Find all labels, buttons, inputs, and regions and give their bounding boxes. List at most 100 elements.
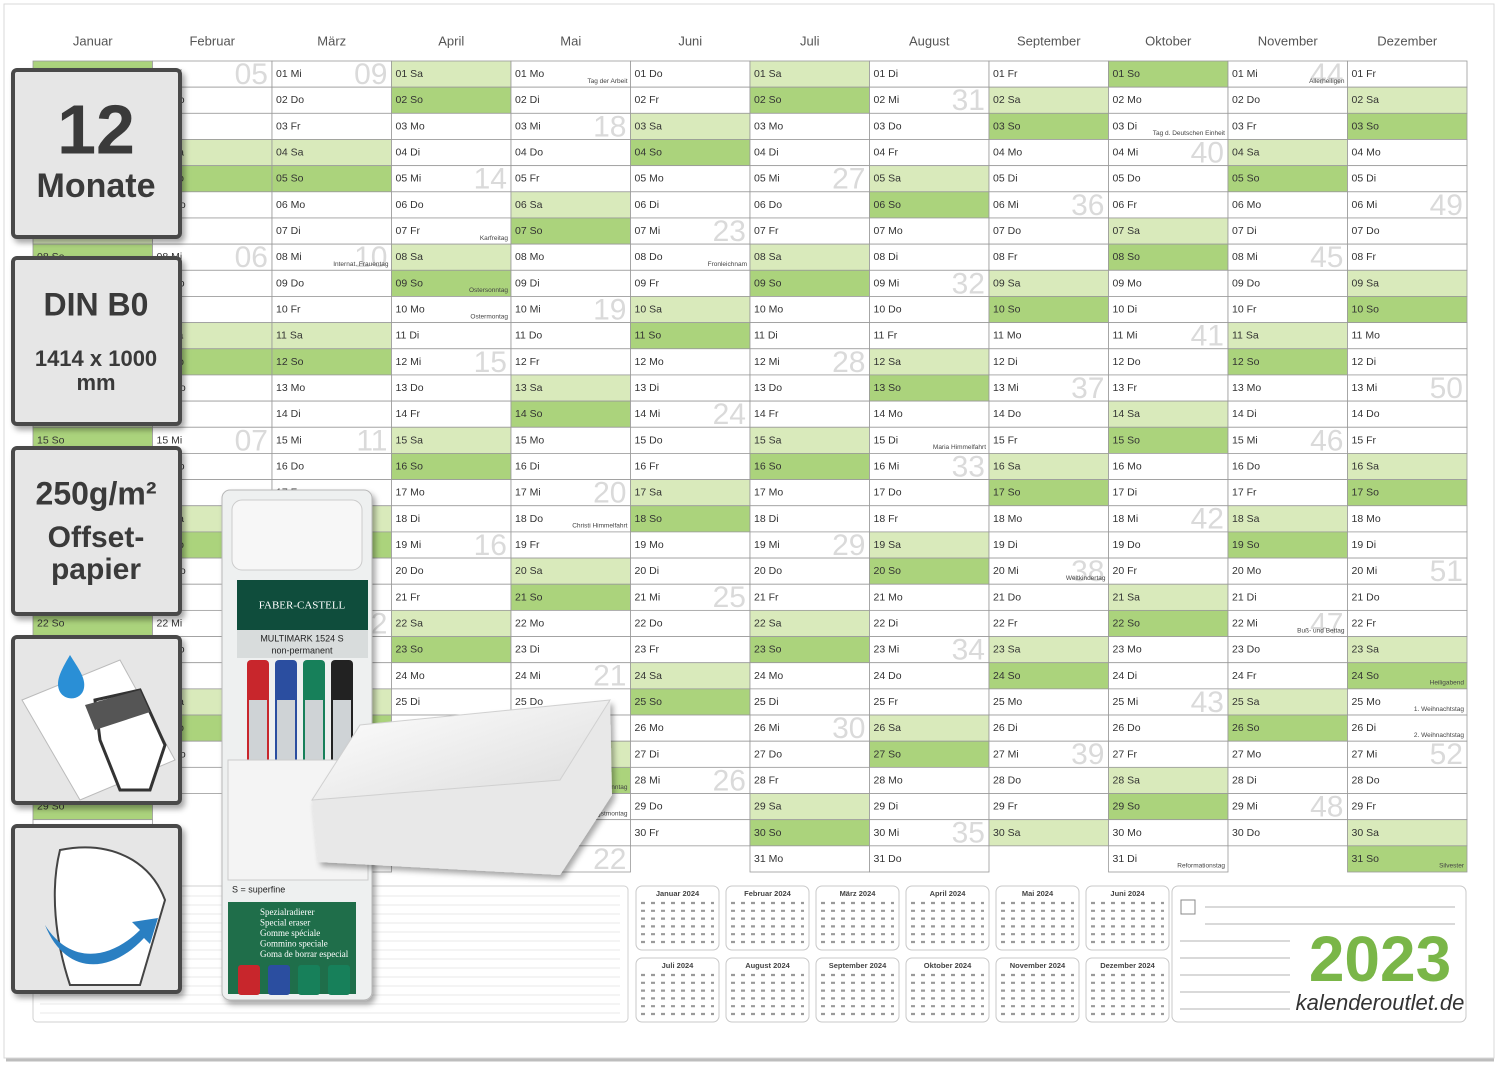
day-number: 20 — [754, 565, 766, 577]
day-number: 23 — [874, 643, 886, 655]
day-number: 10 — [1232, 303, 1244, 315]
day-number: 17 — [515, 486, 527, 498]
weekday: Fr — [649, 827, 659, 839]
day-number: 09 — [396, 277, 408, 289]
day-number: 22 — [754, 617, 766, 629]
mini-calendar — [995, 957, 1080, 1023]
weekday: Mi — [1126, 329, 1137, 341]
day-label: 25 Mo — [993, 696, 1022, 708]
mini-calendar-title: September 2024 — [829, 961, 887, 970]
weekday: Mi — [1008, 199, 1019, 211]
weekday: Sa — [290, 329, 303, 341]
day-label: 19 Mo — [635, 539, 664, 551]
day-number: 20 — [874, 565, 886, 577]
day-number: 23 — [1352, 643, 1364, 655]
eraser-text: Special eraser — [260, 918, 310, 928]
day-label: 10 Mo — [754, 303, 783, 315]
day-cell — [988, 557, 1109, 585]
mini-calendar — [815, 885, 900, 951]
day-cell — [869, 296, 990, 324]
day-label: 01 Fr — [993, 68, 1018, 80]
day-number: 17 — [1232, 486, 1244, 498]
day-label: 18 So — [635, 513, 663, 525]
day-label: 26 Mo — [635, 722, 664, 734]
day-number: 30 — [993, 827, 1005, 839]
day-number: 27 — [1232, 748, 1244, 760]
day-label: 18 Di — [754, 513, 779, 525]
day-label: 16 So — [396, 460, 424, 472]
day-cell — [510, 426, 631, 454]
day-label: 23 Mi — [874, 643, 900, 655]
weekday: Mi — [530, 303, 541, 315]
day-number: 18 — [874, 513, 886, 525]
day-number: 18 — [754, 513, 766, 525]
day-label: 23 Do — [1232, 643, 1260, 655]
day-number: 13 — [276, 382, 288, 394]
day-number: 25 — [515, 696, 527, 708]
mini-calendar-title: August 2024 — [745, 961, 790, 970]
day-number: 29 — [635, 800, 647, 812]
sponge-top — [311, 699, 611, 801]
day-cell — [630, 426, 751, 454]
weekday: Di — [769, 513, 779, 525]
day-label: 24 Do — [874, 670, 902, 682]
weekday: Sa — [291, 146, 304, 158]
week-number: 44 — [1310, 58, 1343, 91]
day-label: 29 Di — [874, 800, 899, 812]
day-label: 23 So — [754, 643, 782, 655]
day-cell — [1347, 269, 1468, 297]
day-cell — [988, 139, 1109, 167]
weekday: Fr — [291, 303, 301, 315]
day-number: 25 — [396, 696, 408, 708]
day-cell — [1108, 740, 1229, 768]
day-number: 18 — [1232, 513, 1244, 525]
weekday: So — [769, 460, 782, 472]
day-cell — [1227, 531, 1348, 559]
day-number: 02 — [1352, 94, 1364, 106]
day-label: 10 Fr — [1232, 303, 1257, 315]
day-label: 09 Sa — [993, 277, 1021, 289]
day-number: 05 — [1232, 173, 1244, 185]
day-label: 06 Mo — [1232, 199, 1261, 211]
day-label: 19 Mi — [754, 539, 780, 551]
day-label: 22 Do — [635, 617, 663, 629]
holiday-label: Pfingstmontag — [586, 810, 628, 817]
mini-calendar — [815, 957, 900, 1023]
day-number: 28 — [993, 774, 1005, 786]
day-label: 23 So — [396, 643, 424, 655]
weekday: Sa — [769, 617, 782, 629]
day-number: 10 — [874, 303, 886, 315]
weekday: Fr — [649, 643, 659, 655]
day-label: 23 Fr — [635, 643, 660, 655]
month-name: Februar — [189, 33, 235, 48]
day-number: 13 — [635, 382, 647, 394]
day-number: 03 — [1352, 120, 1364, 132]
day-cell — [1347, 688, 1468, 716]
week-number: 31 — [952, 84, 985, 117]
day-number: 14 — [276, 408, 288, 420]
weekday: Sa — [1008, 277, 1021, 289]
week-number: 09 — [354, 58, 387, 91]
weekday: Sa — [888, 173, 901, 185]
day-cell — [510, 296, 631, 324]
day-label: 17 Mi — [515, 486, 541, 498]
day-number: 07 — [515, 225, 527, 237]
day-number: 13 — [515, 382, 527, 394]
day-label: 19 Mi — [396, 539, 422, 551]
day-label: 06 Do — [396, 199, 424, 211]
day-label: 10 So — [993, 303, 1021, 315]
marker-cap — [298, 965, 320, 995]
day-number: 02 — [993, 94, 1005, 106]
day-cell — [271, 322, 392, 350]
day-cell — [869, 714, 990, 742]
day-number: 04 — [1232, 146, 1244, 158]
day-label: 21 So — [515, 591, 543, 603]
day-label: 01 Fr — [1352, 68, 1377, 80]
day-label: 30 Fr — [635, 827, 660, 839]
day-number: 19 — [874, 539, 886, 551]
weekday: So — [1247, 722, 1260, 734]
weekday: Sa — [1366, 277, 1379, 289]
weekday: Fr — [1366, 251, 1376, 263]
weekday: Fr — [410, 591, 420, 603]
day-label: 27 Do — [754, 748, 782, 760]
